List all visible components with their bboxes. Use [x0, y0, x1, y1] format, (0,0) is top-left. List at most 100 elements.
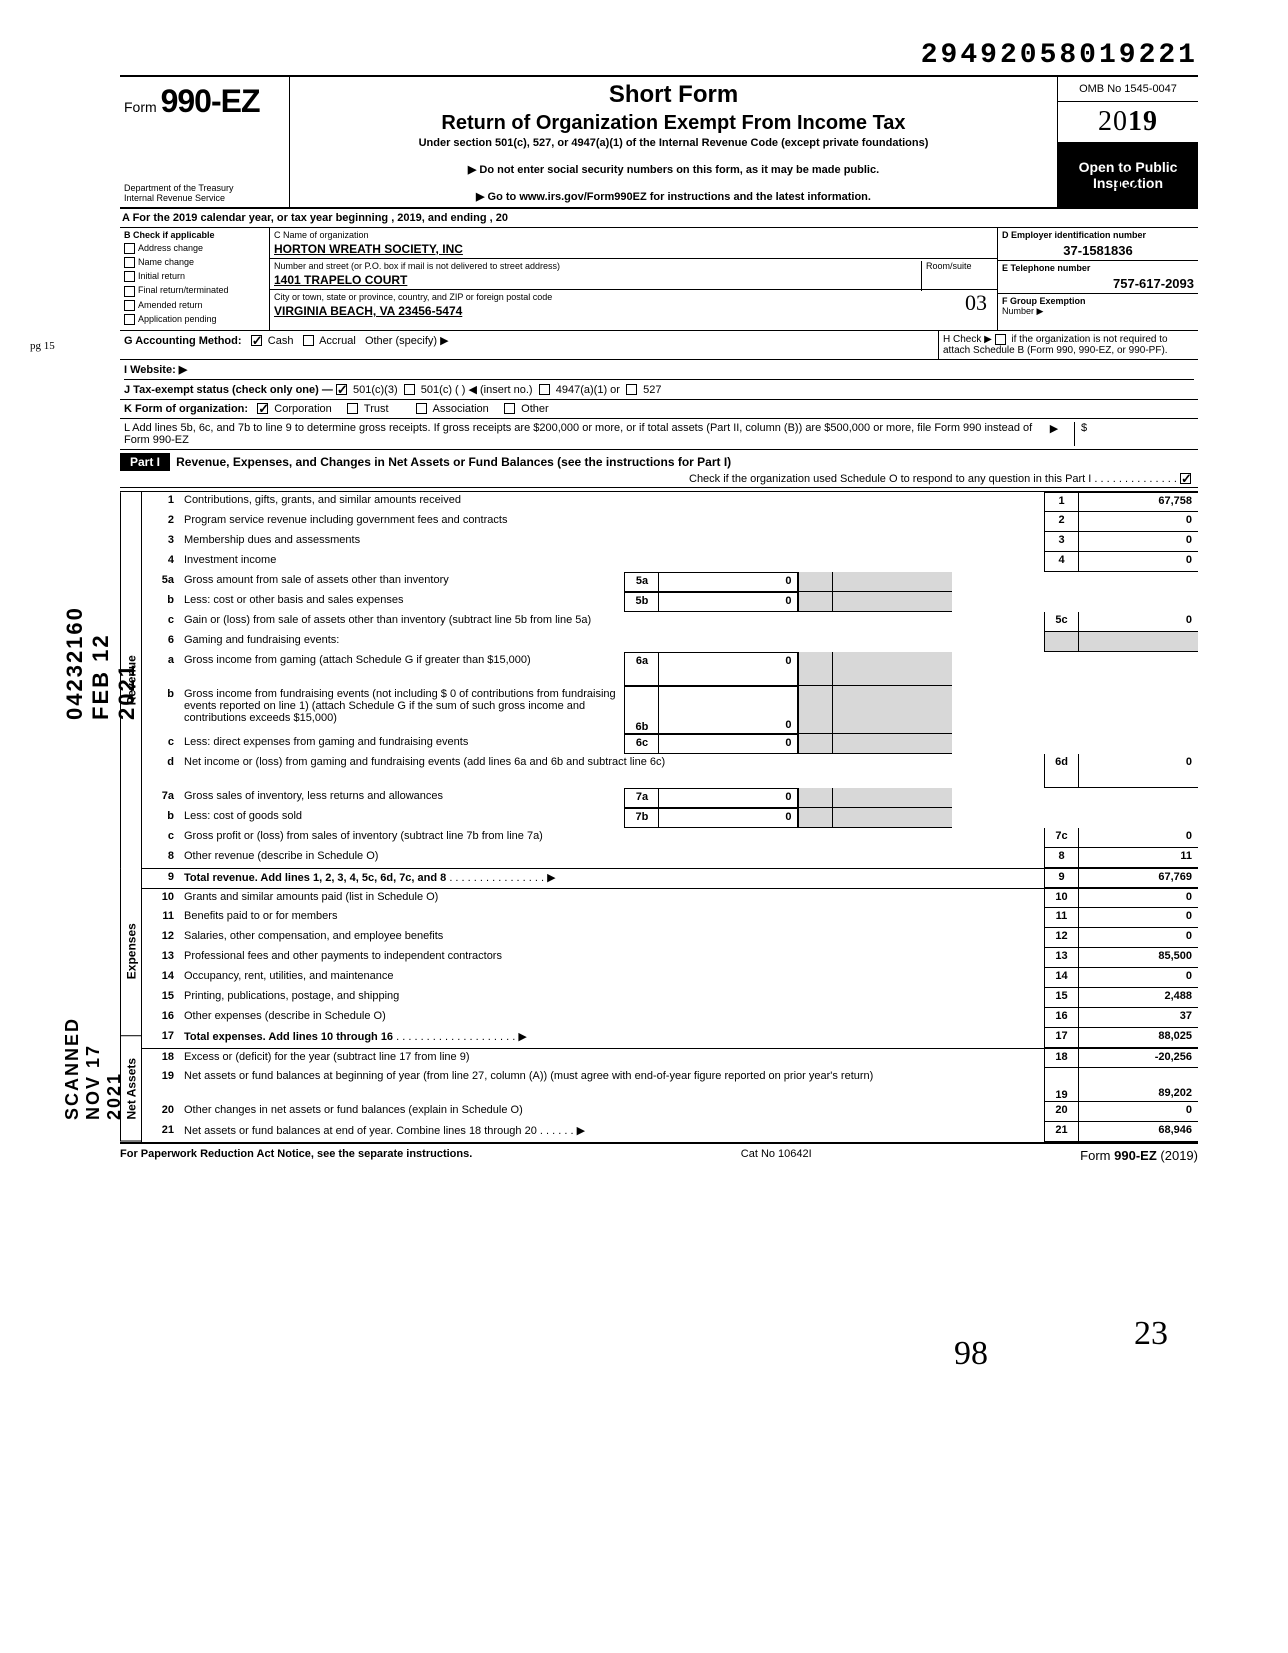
- ln2-num: 2: [142, 512, 184, 532]
- ln17-num: 17: [142, 1028, 184, 1048]
- ein-value: 37-1581836: [1002, 243, 1194, 258]
- ln20-num: 20: [142, 1102, 184, 1122]
- chk-name-change[interactable]: [124, 257, 135, 268]
- ln5a-sval: 0: [658, 572, 798, 592]
- ln6d-val: 0: [1078, 754, 1198, 788]
- ln7a-sval: 0: [658, 788, 798, 808]
- ln14-text: Occupancy, rent, utilities, and maintena…: [184, 968, 1044, 988]
- lbl-final-return: Final return/terminated: [138, 285, 229, 295]
- sched-o-row: Check if the organization used Schedule …: [120, 471, 1198, 488]
- lbl-corporation: Corporation: [274, 403, 331, 415]
- chk-address-change[interactable]: [124, 243, 135, 254]
- row-h: H Check ▶ if the organization is not req…: [938, 331, 1198, 359]
- lines-column: 1Contributions, gifts, grants, and simil…: [142, 492, 1198, 1142]
- box-e: E Telephone number 757-617-2093: [998, 261, 1198, 294]
- chk-4947[interactable]: [539, 384, 550, 395]
- subrow-street: Number and street (or P.O. box if mail i…: [270, 259, 997, 290]
- chk-initial-return[interactable]: [124, 271, 135, 282]
- ln6c-sval: 0: [658, 734, 798, 754]
- row-l-dollar: $: [1074, 422, 1194, 446]
- ln10-text: Grants and similar amounts paid (list in…: [184, 889, 1044, 908]
- ln2-box: 2: [1044, 512, 1078, 532]
- label-city: City or town, state or province, country…: [274, 292, 993, 302]
- org-name-value: HORTON WREATH SOCIETY, INC: [274, 242, 993, 256]
- lbl-527: 527: [643, 384, 661, 396]
- h-text1: H Check ▶: [943, 334, 992, 345]
- row-g: G Accounting Method: Cash Accrual Other …: [120, 331, 938, 359]
- footer-mid: Cat No 10642I: [741, 1148, 812, 1163]
- ln10-val: 0: [1078, 889, 1198, 908]
- ln6b-grayval: [832, 686, 952, 734]
- ln7b-text: Less: cost of goods sold: [184, 808, 624, 828]
- ln19-val: 89,202: [1078, 1068, 1198, 1102]
- ln6-gray: [1044, 632, 1078, 652]
- row-k: K Form of organization: Corporation Trus…: [120, 400, 1198, 419]
- label-form-org: K Form of organization:: [124, 403, 248, 415]
- row-l: L Add lines 5b, 6c, and 7b to line 9 to …: [120, 419, 1198, 450]
- chk-amended-return[interactable]: [124, 300, 135, 311]
- ln11-num: 11: [142, 908, 184, 928]
- ln6-num: 6: [142, 632, 184, 652]
- ln6a-gray: [798, 652, 832, 686]
- arrow-line-2: ▶ Go to www.irs.gov/Form990EZ for instru…: [298, 190, 1049, 203]
- side-netassets: Net Assets: [120, 1036, 142, 1142]
- chk-application-pending[interactable]: [124, 314, 135, 325]
- page-footer: For Paperwork Reduction Act Notice, see …: [120, 1144, 1198, 1163]
- chk-final-return[interactable]: [124, 286, 135, 297]
- ln5a-text: Gross amount from sale of assets other t…: [184, 572, 624, 592]
- ln16-num: 16: [142, 1008, 184, 1028]
- chk-501c[interactable]: [404, 384, 415, 395]
- ln6-text: Gaming and fundraising events:: [184, 632, 1044, 652]
- chk-schedule-b[interactable]: [995, 334, 1006, 345]
- chk-527[interactable]: [626, 384, 637, 395]
- side-labels-col: Revenue Expenses Net Assets: [120, 492, 142, 1142]
- chk-cash[interactable]: [251, 335, 262, 346]
- chk-sched-o[interactable]: [1180, 473, 1191, 484]
- ln9-arrow: ▶: [547, 872, 555, 884]
- subrow-city: City or town, state or province, country…: [270, 290, 997, 320]
- ln7b-num: b: [142, 808, 184, 828]
- chk-association[interactable]: [416, 403, 427, 414]
- ln14-box: 14: [1044, 968, 1078, 988]
- ln20-text: Other changes in net assets or fund bala…: [184, 1102, 1044, 1122]
- ln12-val: 0: [1078, 928, 1198, 948]
- ln14-num: 14: [142, 968, 184, 988]
- ln18-box: 18: [1044, 1049, 1078, 1068]
- ln6c-grayval: [832, 734, 952, 754]
- chk-corporation[interactable]: [257, 403, 268, 414]
- ln6a-sval: 0: [658, 652, 798, 686]
- footer-form-prefix: Form: [1080, 1148, 1110, 1163]
- ln12-box: 12: [1044, 928, 1078, 948]
- ln5b-text: Less: cost or other basis and sales expe…: [184, 592, 624, 612]
- form-header: Form 990-EZ Department of the Treasury I…: [120, 75, 1198, 209]
- chk-501c3[interactable]: [336, 384, 347, 395]
- label-tax-exempt: J Tax-exempt status (check only one) —: [124, 384, 333, 396]
- ln5b-sval: 0: [658, 592, 798, 612]
- ln4-val: 0: [1078, 552, 1198, 572]
- lbl-cash: Cash: [268, 335, 294, 347]
- ln8-num: 8: [142, 848, 184, 868]
- arrow-line-1: ▶ Do not enter social security numbers o…: [298, 163, 1049, 176]
- chk-other-org[interactable]: [504, 403, 515, 414]
- ln4-num: 4: [142, 552, 184, 572]
- margin-note: pg 15: [30, 340, 55, 352]
- ln7a-sbox: 7a: [624, 788, 658, 808]
- ln17-arrow: ▶: [518, 1031, 526, 1043]
- street-value: 1401 TRAPELO COURT: [274, 273, 993, 287]
- ln13-box: 13: [1044, 948, 1078, 968]
- ln5c-box: 5c: [1044, 612, 1078, 632]
- sched-o-text: Check if the organization used Schedule …: [689, 473, 1091, 485]
- chk-accrual[interactable]: [303, 335, 314, 346]
- ln19-num: 19: [142, 1068, 184, 1102]
- row-i-j-block: I Website: ▶ J Tax-exempt status (check …: [120, 360, 1198, 400]
- row-i-website: I Website: ▶: [124, 364, 187, 376]
- block-bcde: B Check if applicable Address change Nam…: [120, 228, 1198, 331]
- document-number: 29492058019221: [120, 40, 1198, 71]
- handwritten-23: 23: [1134, 1315, 1168, 1353]
- ln6b-text: Gross income from fundraising events (no…: [184, 686, 624, 734]
- ln15-box: 15: [1044, 988, 1078, 1008]
- row-a-calendar-year: A For the 2019 calendar year, or tax yea…: [120, 209, 1198, 228]
- row-l-text: L Add lines 5b, 6c, and 7b to line 9 to …: [124, 422, 1034, 446]
- box-b: B Check if applicable Address change Nam…: [120, 228, 270, 330]
- chk-trust[interactable]: [347, 403, 358, 414]
